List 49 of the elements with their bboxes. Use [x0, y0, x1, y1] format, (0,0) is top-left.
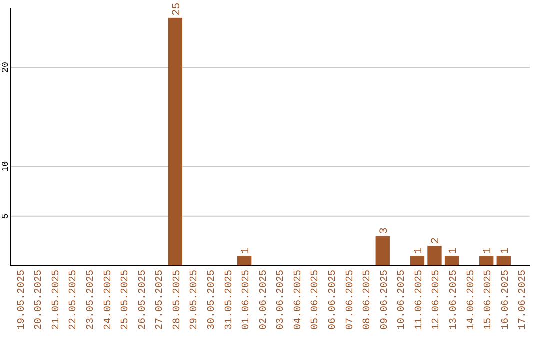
bar: [376, 236, 390, 266]
data-label: 1: [500, 247, 512, 254]
x-tick-label: 07.06.2025: [345, 270, 356, 330]
bar: [444, 256, 460, 266]
x-tick-label: 06.06.2025: [328, 270, 340, 330]
data-label: 1: [482, 247, 495, 254]
y-tick-label: 10: [1, 161, 11, 172]
x-tick-label: 28.05.2025: [172, 270, 184, 330]
x-tick-label: 29.05.2025: [190, 270, 201, 330]
data-label: 2: [430, 238, 443, 244]
x-tick-label: 13.06.2025: [449, 270, 460, 330]
y-tick-label: 20: [1, 62, 11, 73]
x-tick-label: 19.05.2025: [16, 270, 28, 330]
x-tick-label: 05.06.2025: [310, 270, 322, 330]
data-label: 3: [378, 228, 391, 234]
x-tick-label: 20.05.2025: [34, 270, 46, 330]
bar: [428, 246, 442, 266]
x-tick-label: 30.05.2025: [206, 270, 218, 330]
x-tick-label: 16.06.2025: [500, 270, 512, 330]
x-tick-label: 17.06.2025: [518, 270, 530, 330]
bar: [237, 256, 252, 266]
bar: [168, 18, 182, 266]
bar: [480, 256, 494, 266]
x-tick-label: 12.06.2025: [432, 270, 443, 330]
x-tick-label: 22.05.2025: [68, 270, 80, 330]
x-tick-label: 01.06.2025: [242, 270, 253, 330]
x-tick-label: 26.05.2025: [138, 270, 149, 330]
x-tick-label: 03.06.2025: [276, 270, 288, 330]
x-tick-label: 31.05.2025: [224, 270, 236, 330]
data-label: 1: [448, 247, 460, 254]
data-label: 25: [171, 2, 184, 16]
x-tick-label: 24.05.2025: [103, 270, 114, 330]
data-label: 1: [413, 247, 426, 254]
x-tick-label: 11.06.2025: [414, 270, 426, 330]
x-tick-label: 27.05.2025: [155, 270, 166, 330]
x-tick-label: 02.06.2025: [258, 270, 270, 330]
y-tick-label: 5: [1, 214, 11, 220]
bar: [496, 256, 511, 266]
data-label: 1: [240, 247, 253, 254]
x-tick-label: 21.05.2025: [51, 270, 62, 330]
x-tick-label: 15.06.2025: [484, 270, 495, 330]
x-tick-label: 14.06.2025: [466, 270, 478, 330]
bar: [410, 256, 425, 266]
x-tick-label: 04.06.2025: [293, 270, 304, 330]
x-tick-label: 08.06.2025: [362, 270, 374, 330]
x-tick-label: 10.06.2025: [397, 270, 408, 330]
x-tick-label: 23.05.2025: [86, 270, 97, 330]
x-tick-label: 25.05.2025: [120, 270, 132, 330]
x-tick-label: 09.06.2025: [380, 270, 391, 330]
